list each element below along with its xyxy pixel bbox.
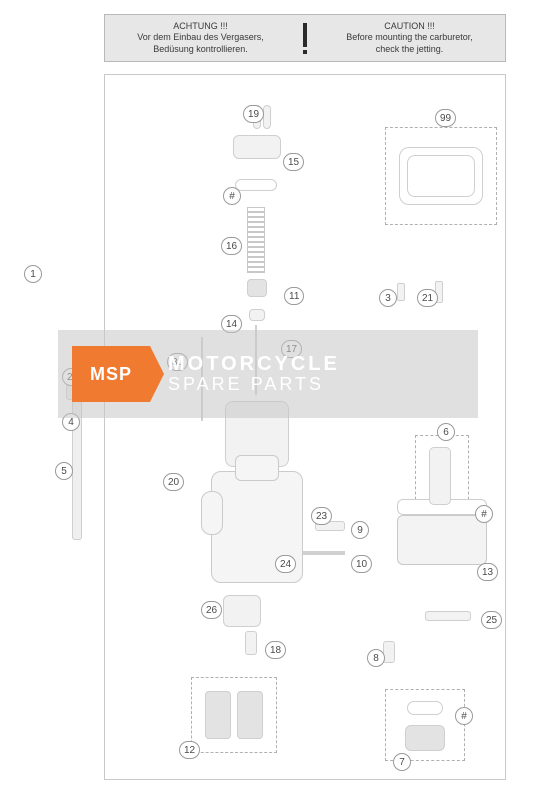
part-kit7-seal: [407, 701, 443, 715]
part-gasket-99-inner: [407, 155, 475, 197]
caution-right-line2: check the jetting.: [376, 44, 444, 55]
part-topcap-15: [233, 135, 281, 159]
caution-right: CAUTION !!! Before mounting the carburet…: [314, 15, 505, 61]
part-needle-valve-18: [245, 631, 257, 655]
callout-5: 5: [55, 462, 73, 480]
callout-#: #: [475, 505, 493, 523]
exclamation-icon: [296, 15, 314, 61]
part-cup-11: [247, 279, 267, 297]
callout-15: 15: [283, 153, 304, 171]
callout-10: 10: [351, 555, 372, 573]
caution-left: ACHTUNG !!! Vor dem Einbau des Vergasers…: [105, 15, 296, 61]
callout-1: 1: [24, 265, 42, 283]
caution-right-line1: Before mounting the carburetor,: [346, 32, 473, 43]
diagram-frame: 1915#1611141730321996202392410#132625188…: [104, 74, 506, 780]
caution-right-title: CAUTION !!!: [384, 21, 435, 32]
part-spring-16: [247, 207, 265, 273]
callout-24: 24: [275, 555, 296, 573]
callout-7: 7: [393, 753, 411, 771]
watermark-text: MOTORCYCLE SPARE PARTS: [168, 354, 340, 394]
diagram-root: ACHTUNG !!! Vor dem Einbau des Vergasers…: [0, 0, 533, 808]
watermark-logo: MSP: [72, 346, 150, 402]
part-kit12-b: [237, 691, 263, 739]
part-topcap-seal: [235, 179, 277, 191]
part-carb-neck: [235, 455, 279, 481]
watermark-line2: SPARE PARTS: [168, 375, 340, 394]
watermark-logo-text: MSP: [90, 364, 132, 385]
callout-21: 21: [417, 289, 438, 307]
callout-6: 6: [437, 423, 455, 441]
part-kit7-cap: [405, 725, 445, 751]
callout-11: 11: [284, 287, 304, 305]
caution-left-line1: Vor dem Einbau des Vergasers,: [137, 32, 264, 43]
callout-3: 3: [379, 289, 397, 307]
caution-box: ACHTUNG !!! Vor dem Einbau des Vergasers…: [104, 14, 506, 62]
caution-left-line2: Bedüsung kontrollieren.: [153, 44, 248, 55]
part-drain-25: [425, 611, 471, 621]
callout-26: 26: [201, 601, 222, 619]
part-screw-19b: [263, 105, 271, 129]
callout-8: 8: [367, 649, 385, 667]
part-pin-10: [303, 551, 345, 555]
callout-25: 25: [481, 611, 502, 629]
callout-13: 13: [477, 563, 498, 581]
callout-#: #: [223, 187, 241, 205]
part-jet-3: [397, 283, 405, 301]
part-kit12-a: [205, 691, 231, 739]
watermark-line1: MOTORCYCLE: [168, 354, 340, 375]
callout-23: 23: [311, 507, 332, 525]
callout-16: 16: [221, 237, 242, 255]
dashed-box-12: [191, 677, 277, 753]
callout-#: #: [455, 707, 473, 725]
callout-18: 18: [265, 641, 286, 659]
watermark-overlay: MSP MOTORCYCLE SPARE PARTS: [58, 330, 478, 418]
callout-99: 99: [435, 109, 456, 127]
part-bowl-13: [397, 515, 487, 565]
callout-19: 19: [243, 105, 264, 123]
part-float-26: [223, 595, 261, 627]
callout-12: 12: [179, 741, 200, 759]
part-carb-intake: [201, 491, 223, 535]
caution-left-title: ACHTUNG !!!: [173, 21, 228, 32]
part-clip-14: [249, 309, 265, 321]
diagram-plane: 1915#1611141730321996202392410#132625188…: [105, 75, 505, 779]
part-choke-6: [429, 447, 451, 505]
callout-9: 9: [351, 521, 369, 539]
callout-20: 20: [163, 473, 184, 491]
